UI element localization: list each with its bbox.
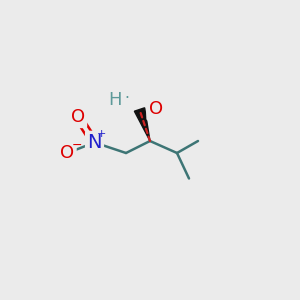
Text: ·: ·	[124, 92, 129, 106]
Text: O: O	[71, 108, 85, 126]
Text: O: O	[148, 100, 163, 118]
Text: O: O	[60, 144, 75, 162]
Text: N: N	[87, 133, 102, 152]
Text: H: H	[109, 91, 122, 109]
Text: +: +	[97, 129, 106, 139]
Text: −: −	[72, 139, 83, 152]
Polygon shape	[134, 108, 150, 141]
